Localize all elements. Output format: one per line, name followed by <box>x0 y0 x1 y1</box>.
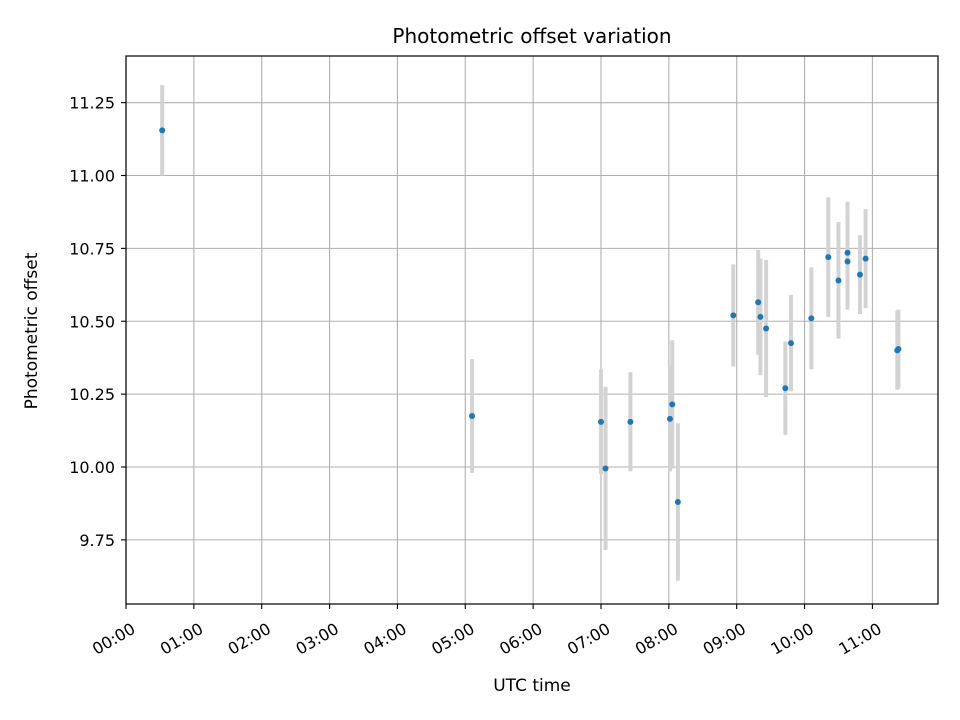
y-axis-ticks: 9.75 10.00 10.25 10.50 10.75 11.00 11.25 <box>69 94 126 550</box>
data-point <box>674 498 681 505</box>
data-point <box>666 415 673 422</box>
x-tick-label: 04:00 <box>360 619 409 659</box>
y-axis-label: Photometric offset <box>22 252 42 409</box>
data-point <box>835 277 842 284</box>
y-tick-label: 10.50 <box>69 312 115 331</box>
y-tick-label: 10.00 <box>69 458 115 477</box>
data-point <box>469 412 476 419</box>
data-point <box>669 401 676 408</box>
data-point <box>597 418 604 425</box>
x-axis-ticks: 00:00 01:00 02:00 03:00 04:00 05:00 06:00 07:00… <box>89 604 885 659</box>
data-point <box>895 345 902 352</box>
data-point <box>862 255 869 262</box>
grid-lines <box>125 56 938 604</box>
data-point <box>627 418 634 425</box>
data-point <box>782 385 789 392</box>
x-tick-label: 11:00 <box>835 619 884 659</box>
data-point <box>825 254 832 261</box>
x-tick-label: 10:00 <box>768 619 817 659</box>
y-tick-label: 11.00 <box>69 167 115 186</box>
data-point <box>159 127 166 134</box>
data-points <box>159 127 902 505</box>
data-point <box>844 258 851 265</box>
x-tick-label: 05:00 <box>428 619 477 659</box>
x-tick-label: 00:00 <box>89 619 138 659</box>
x-tick-label: 07:00 <box>564 619 613 659</box>
data-point <box>755 299 762 306</box>
x-tick-label: 03:00 <box>293 619 342 659</box>
data-point <box>856 271 863 278</box>
plot-frame <box>125 55 939 605</box>
x-tick-label: 09:00 <box>700 619 749 659</box>
y-tick-label: 11.25 <box>69 94 115 113</box>
y-tick-label: 9.75 <box>79 531 115 550</box>
x-tick-label: 08:00 <box>632 619 681 659</box>
y-tick-label: 10.75 <box>69 239 115 258</box>
x-axis-label: UTC time <box>493 676 571 696</box>
data-point <box>602 465 609 472</box>
x-tick-label: 01:00 <box>157 619 206 659</box>
data-point <box>730 312 737 319</box>
data-point <box>757 313 764 320</box>
x-tick-label: 02:00 <box>225 619 274 659</box>
error-bars <box>160 85 901 581</box>
data-point <box>844 249 851 256</box>
data-point <box>787 340 794 347</box>
data-point <box>763 325 770 332</box>
x-tick-label: 06:00 <box>496 619 545 659</box>
y-tick-label: 10.25 <box>69 385 115 404</box>
chart-title: Photometric offset variation <box>392 24 671 48</box>
data-point <box>808 315 815 322</box>
